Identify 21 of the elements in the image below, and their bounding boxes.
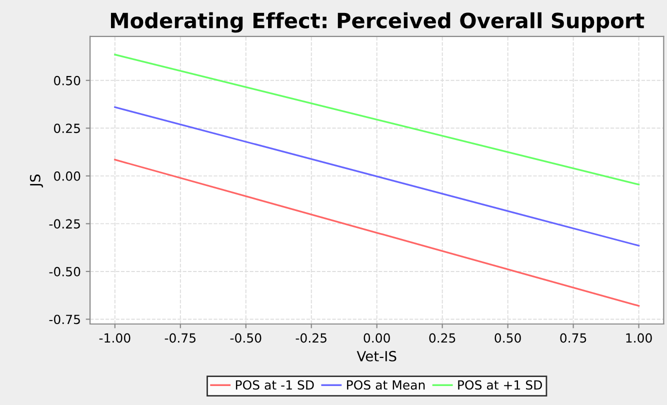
y-tick-label: 0.25 [54,124,80,134]
x-axis-title: Vet-IS [356,350,396,362]
x-tick-label: 0.75 [560,333,586,343]
legend-label: POS at Mean [347,380,425,390]
y-tick-label: 0.00 [54,171,80,181]
x-tick-label: 0.50 [494,333,521,343]
x-tick-label: -0.50 [230,333,262,343]
x-tick-label: 0.00 [364,333,390,343]
x-tick-label: -0.75 [164,333,196,343]
x-tick-label: 1.00 [626,333,652,343]
y-axis-title: JS [30,174,44,188]
chart-title: Moderating Effect: Perceived Overall Support [110,12,644,33]
y-tick-label: -0.75 [49,314,80,324]
legend-label: POS at -1 SD [236,380,314,390]
x-tick-label: -0.25 [296,333,326,343]
x-tick-label: 0.25 [429,333,456,343]
x-tick-label: -1.00 [99,333,130,343]
y-tick-label: -0.25 [49,219,80,229]
legend-label: POS at +1 SD [458,380,542,390]
y-tick-label: -0.50 [49,266,80,276]
y-tick-label: 0.50 [54,76,80,86]
